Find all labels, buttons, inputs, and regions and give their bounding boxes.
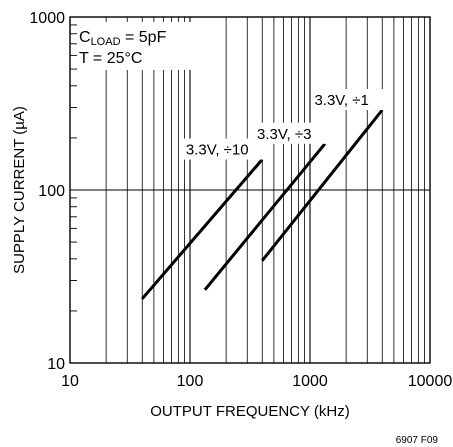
x-tick-label: 10 [61,373,79,390]
series-label-bg [182,138,269,160]
grid [70,17,430,363]
cload-annotation: CLOAD = 5pF [79,29,167,48]
series-labels: 3.3V, ÷10 3.3V, ÷33.3V, ÷1 [182,89,389,160]
cload-main: C [79,29,91,46]
figure-id: 6907 F09 [396,435,439,446]
series-lines [141,109,384,300]
series-label-3: 3.3V, ÷1 [314,92,368,109]
series-label-2: 3.3V, ÷3 [257,126,311,143]
conditions-annotation: CLOAD = 5pF T = 25°C [77,22,193,70]
temperature-annotation: T = 25°C [79,50,142,67]
y-tick-label: 100 [38,183,65,200]
series-line-1 [141,158,264,300]
y-tick-label: 10 [47,356,65,373]
series-line-2 [203,142,327,291]
series-label-bg [254,122,331,144]
x-tick-label: 1000 [292,373,328,390]
conditions-annotation-bg [77,22,193,70]
series-label-1: 3.3V, ÷10 [186,142,249,159]
series-label-bg [311,89,389,111]
y-axis-title: SUPPLY CURRENT (µA) [11,106,28,274]
x-axis-title: OUTPUT FREQUENCY (kHz) [150,403,349,420]
series-line-3 [261,109,384,262]
x-tick-label: 100 [177,373,204,390]
plot-frame [69,16,431,364]
x-tick-label: 10000 [408,373,453,390]
cload-subscript: LOAD [91,36,121,48]
y-tick-label: 1000 [29,10,65,27]
axis-ticks: 10 100 1000 10000 10 100 1000 [29,10,452,390]
cload-value: = 5pF [121,29,167,46]
